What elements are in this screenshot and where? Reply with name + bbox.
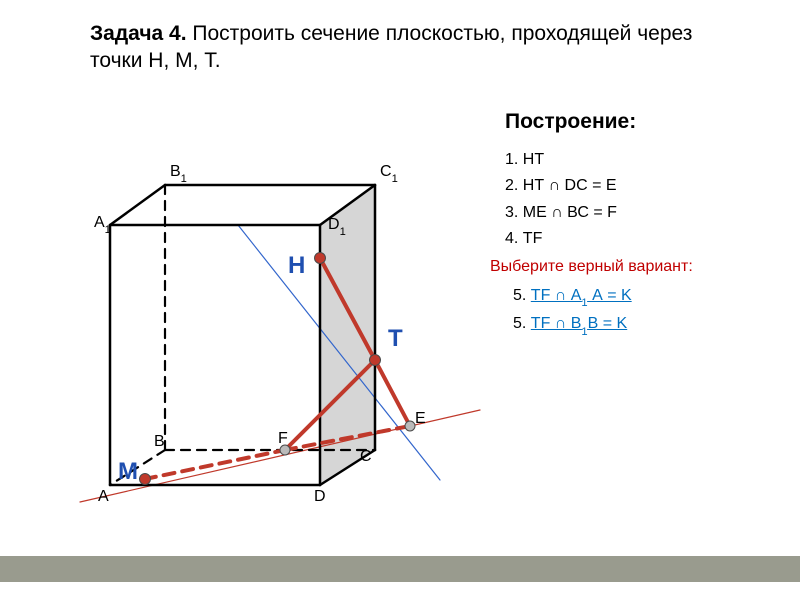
option-2-link[interactable]: ТF ∩ В1В = K	[531, 315, 627, 332]
problem-title: Задача 4. Построить сечение плоскостью, …	[90, 20, 730, 75]
geometry-diagram: А1 В1 С1 D1 А В С D F E Н Т М	[70, 130, 490, 530]
label-C: С	[360, 448, 372, 466]
label-A: А	[98, 488, 109, 506]
label-B1: В1	[170, 163, 187, 183]
option-1-link[interactable]: ТF ∩ А1 А = K	[531, 287, 632, 304]
step-2: 2. НТ ∩ DС = Е	[505, 173, 617, 199]
label-H: Н	[288, 252, 305, 280]
label-B: В	[154, 433, 165, 451]
construction-steps: 1. НТ 2. НТ ∩ DС = Е 3. ME ∩ ВС = F 4. Т…	[505, 147, 617, 253]
title-bold: Задача 4.	[90, 22, 187, 45]
step-4: 4. ТF	[505, 226, 617, 252]
label-M: М	[118, 458, 138, 486]
option-2: 5. ТF ∩ В1В = K	[513, 311, 632, 339]
label-E: E	[415, 410, 426, 428]
label-F: F	[278, 430, 288, 448]
choose-prompt: Выберите верный вариант:	[490, 258, 693, 276]
label-C1: С1	[380, 163, 398, 183]
label-A1: А1	[94, 214, 111, 234]
footer-bar	[0, 556, 800, 582]
label-D1: D1	[328, 216, 346, 236]
label-D: D	[314, 488, 326, 506]
option-1: 5. ТF ∩ А1 А = K	[513, 283, 632, 311]
construction-header: Построение:	[505, 110, 636, 134]
label-T: Т	[388, 325, 403, 353]
step-1: 1. НТ	[505, 147, 617, 173]
step-3: 3. ME ∩ ВС = F	[505, 200, 617, 226]
answer-options: 5. ТF ∩ А1 А = K 5. ТF ∩ В1В = K	[513, 283, 632, 339]
slide: Задача 4. Построить сечение плоскостью, …	[0, 0, 800, 600]
